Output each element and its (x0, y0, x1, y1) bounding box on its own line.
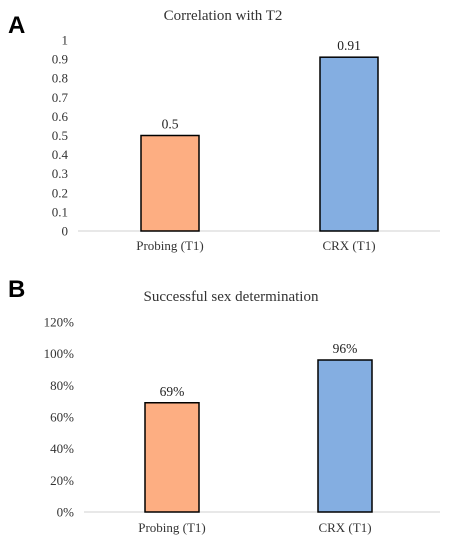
y-tick-label-b: 100% (44, 346, 75, 361)
y-tick-label-a: 0.7 (52, 90, 69, 105)
y-tick-label-a: 0.1 (52, 204, 68, 219)
x-axis-b: Probing (T1) CRX (T1) (138, 520, 371, 535)
y-tick-label-b: 20% (50, 473, 74, 488)
panel-label-a: A (8, 12, 25, 39)
bars-b: 69% 96% (144, 341, 373, 513)
y-axis-a: 0 0.1 0.2 0.3 0.4 0.5 0.6 0.7 0.8 0.9 1 (52, 33, 69, 239)
y-tick-label-b: 80% (50, 378, 74, 393)
chart-panel-a: A Correlation with T2 00.10.20.30.40.50.… (8, 8, 440, 253)
x-tick-label-a-2: CRX (T1) (322, 238, 375, 253)
y-tick-label-a: 0.2 (52, 185, 68, 200)
panel-label-b: B (8, 276, 25, 303)
y-tick-label-a: 0.8 (52, 71, 68, 86)
data-label-a-2: 0.91 (337, 38, 361, 53)
bar-b-1 (144, 402, 200, 513)
y-tick-label-a: 0.4 (52, 147, 69, 162)
y-tick-label-a: 0 (62, 224, 69, 239)
bar-a-1 (140, 134, 200, 232)
chart-panel-b: B Successful sex determination 0% 20% 40% 6… (8, 276, 440, 535)
x-tick-label-b-2: CRX (T1) (318, 520, 371, 535)
data-label-b-1: 69% (160, 384, 185, 399)
y-tick-label-a: 0.9 (52, 52, 68, 67)
bars-a: 0.5 0.91 (140, 38, 379, 232)
data-label-b-2: 96% (333, 341, 358, 356)
y-tick-label-a: 0.5 (52, 128, 68, 143)
y-tick-label-a: 0.6 (52, 109, 69, 124)
y-tick-label-b: 60% (50, 410, 74, 425)
x-tick-label-a-1: Probing (T1) (136, 238, 204, 253)
x-axis-a: Probing (T1) CRX (T1) (136, 238, 375, 253)
y-tick-label-b: 120% (44, 315, 75, 330)
y-axis-b: 0% 20% 40% 60% 80% 100% 120% (44, 315, 75, 520)
bar-a-2 (319, 56, 379, 232)
y-tick-label-b: 0% (57, 505, 75, 520)
y-tick-label-a: 0.3 (52, 166, 68, 181)
x-tick-label-b-1: Probing (T1) (138, 520, 206, 535)
data-label-a-1: 0.5 (162, 117, 179, 132)
chart-title-b: Successful sex determination (144, 289, 319, 305)
y-tick-label-b: 40% (50, 441, 74, 456)
chart-title-a: Correlation with T2 (164, 8, 283, 24)
y-tick-label-a: 1 (62, 33, 69, 48)
bar-b-2 (317, 359, 373, 513)
